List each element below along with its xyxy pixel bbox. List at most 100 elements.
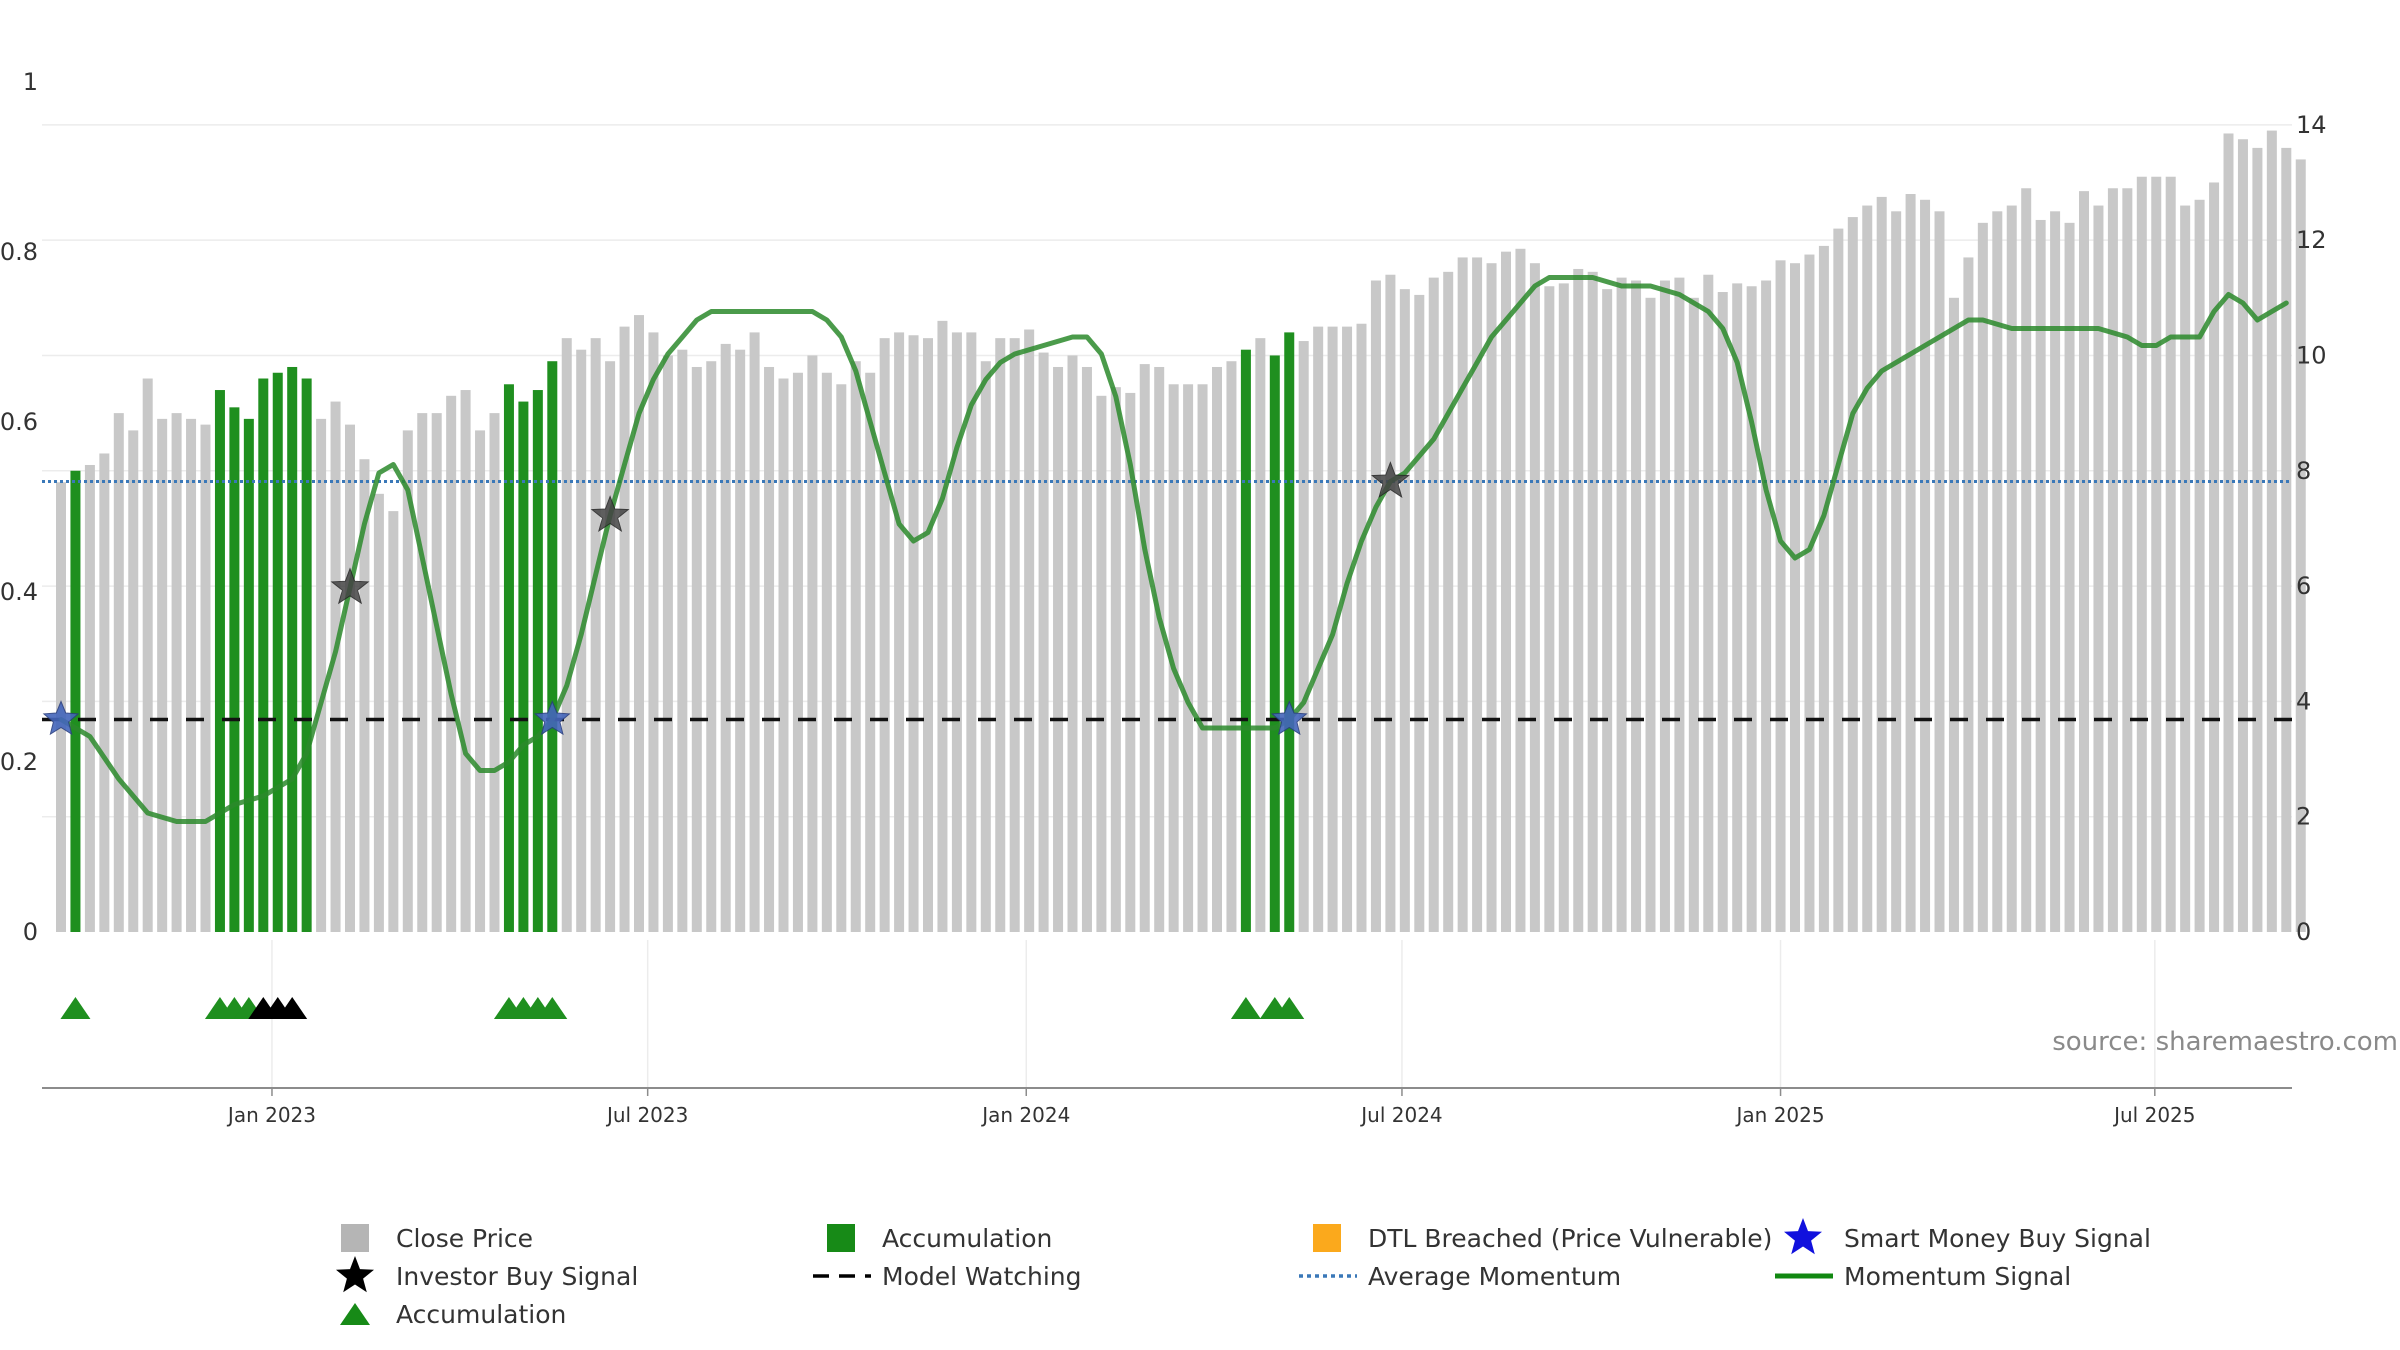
close-price-bar — [2281, 147, 2292, 932]
close-price-bar — [648, 332, 659, 932]
close-price-bar — [1067, 355, 1078, 933]
close-price-bar — [1009, 338, 1020, 932]
close-price-bar — [1732, 283, 1743, 933]
smart-money-buy-star — [533, 700, 571, 736]
x-axis-tick-label: Jul 2024 — [1359, 1103, 1442, 1127]
close-price-bar — [2093, 205, 2104, 933]
legend-label: Smart Money Buy Signal — [1844, 1224, 2151, 1253]
investor-buy-star — [330, 567, 370, 605]
close-price-bar — [113, 413, 124, 932]
close-price-bar — [1674, 277, 1685, 933]
close-price-bar — [1313, 326, 1324, 932]
legend-label: Accumulation — [396, 1300, 566, 1329]
close-price-bar — [2064, 222, 2075, 933]
close-price-bar — [1616, 277, 1627, 933]
close-price-bar — [1472, 257, 1483, 933]
close-price-bar — [186, 418, 197, 932]
close-price-bar — [2209, 182, 2220, 932]
close-price-bar — [1501, 251, 1511, 933]
close-price-bar — [1631, 280, 1642, 932]
close-price-bar — [1688, 297, 1699, 932]
close-price-bar — [807, 355, 818, 933]
accumulation-triangle — [60, 997, 91, 1019]
close-price-bar — [1024, 329, 1035, 933]
close-price-bar — [1659, 280, 1670, 932]
close-price-bar — [923, 338, 933, 932]
close-price-bar — [2136, 176, 2147, 933]
legend: Close Price Accumulation DTL Breached (Pri… — [336, 1218, 2151, 1329]
close-price-bar — [995, 338, 1006, 932]
close-price-bar — [1891, 211, 1902, 932]
close-price-bar — [345, 424, 355, 932]
legend-label: Investor Buy Signal — [396, 1262, 638, 1291]
close-price-bar — [590, 338, 601, 932]
close-price-bar — [1457, 257, 1468, 933]
close-price-bar — [1038, 352, 1049, 932]
close-price-bar — [1602, 289, 1613, 932]
close-price-bar — [1934, 211, 1945, 932]
investor-buy-star — [1370, 461, 1410, 499]
left-axis-tick-label: 1 — [23, 68, 38, 96]
close-price-bar — [1139, 364, 1150, 932]
close-price-bar — [1515, 248, 1526, 933]
close-price-bar — [966, 332, 977, 932]
legend-label: Model Watching — [882, 1262, 1082, 1291]
close-price-bar — [99, 453, 110, 932]
accumulation-bar — [301, 378, 312, 932]
legend-triangle — [340, 1303, 370, 1325]
accumulation-bar — [243, 418, 254, 932]
close-price-bar — [561, 338, 572, 932]
legend-swatch — [341, 1224, 369, 1252]
close-price-bar — [2151, 176, 2162, 933]
close-price-bar — [171, 413, 182, 932]
close-price-bar — [200, 424, 211, 932]
right-axis-tick-label: 2 — [2296, 803, 2311, 831]
close-price-bar — [749, 332, 760, 932]
accumulation-triangle — [537, 997, 568, 1019]
accumulation-bar — [1284, 332, 1295, 932]
close-price-bar — [2266, 130, 2277, 932]
close-price-bar — [460, 390, 471, 932]
close-price-bar — [1255, 338, 1266, 932]
close-price-bar — [1645, 297, 1656, 932]
close-price-bar — [634, 315, 644, 932]
close-price-bar — [316, 418, 327, 932]
legend-label: Accumulation — [882, 1224, 1052, 1253]
right-axis-tick-label: 10 — [2296, 341, 2327, 369]
close-price-bar — [1790, 263, 1800, 932]
close-price-bar — [1948, 297, 1959, 932]
close-price-bar — [735, 349, 746, 933]
close-price-bar — [1110, 387, 1121, 932]
close-price-bar — [1096, 395, 1107, 932]
close-price-bar — [879, 338, 890, 932]
close-price-bar — [1920, 199, 1931, 933]
x-axis-tick-label: Jan 2024 — [980, 1103, 1070, 1127]
close-price-bar — [2021, 188, 2032, 932]
close-price-bar — [1183, 384, 1194, 932]
close-price-bar — [1399, 289, 1410, 932]
accumulation-bar — [258, 378, 269, 932]
close-price-bar — [1717, 292, 1728, 932]
close-price-bar — [157, 418, 168, 932]
left-axis-tick-label: 0.4 — [0, 578, 38, 606]
close-price-bar — [84, 464, 95, 932]
close-price-bar — [1587, 271, 1598, 932]
right-axis-tick-label: 12 — [2296, 226, 2327, 254]
close-price-bar — [836, 384, 847, 932]
accumulation-bar — [503, 384, 514, 932]
investor-buy-star — [590, 495, 630, 533]
close-price-bar — [821, 372, 832, 932]
close-price-bar — [2180, 205, 2191, 933]
close-price-bar — [2295, 159, 2306, 933]
close-price-bar — [1053, 366, 1064, 932]
close-price-bar — [1125, 392, 1136, 932]
close-price-bar — [778, 378, 789, 932]
accumulation-triangle — [1230, 997, 1261, 1019]
close-price-bar — [2237, 139, 2248, 932]
legend-star — [336, 1256, 374, 1293]
close-price-bar — [951, 332, 962, 932]
close-price-bar — [2122, 188, 2133, 932]
close-price-bar — [2165, 176, 2176, 933]
right-axis-tick-label: 8 — [2296, 457, 2311, 485]
